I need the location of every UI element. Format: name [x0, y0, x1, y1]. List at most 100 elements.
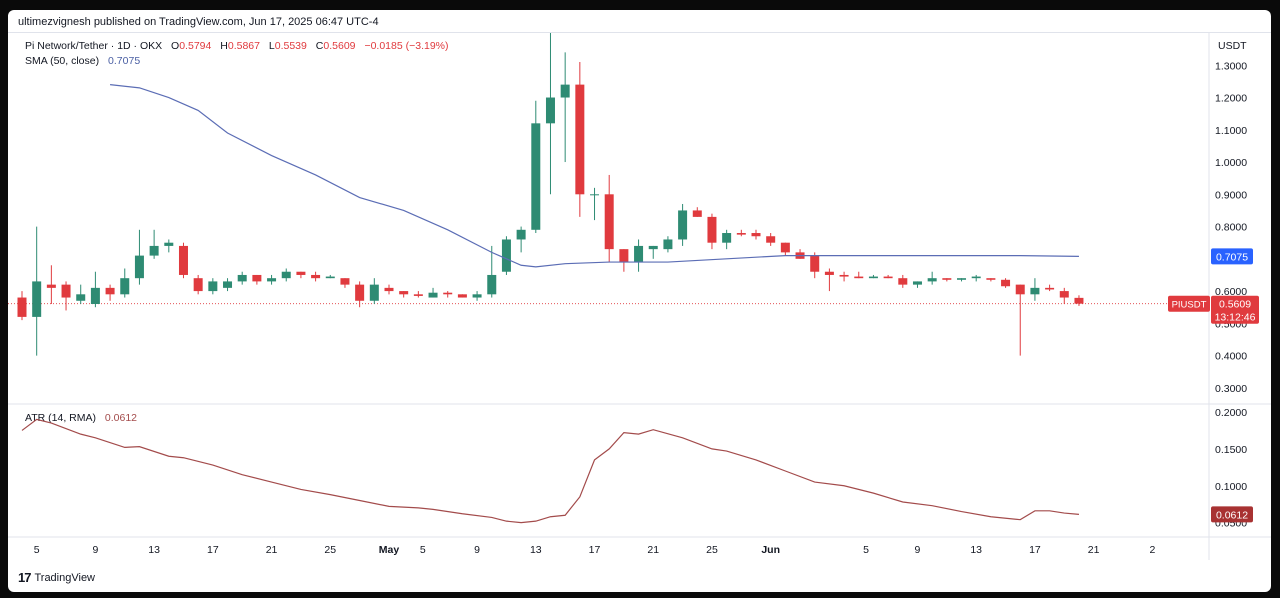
candle-body: [61, 284, 71, 298]
candle-body: [692, 210, 702, 217]
candle-body: [355, 284, 365, 301]
candle-body: [648, 245, 658, 250]
atr-tick-label: 0.1500: [1215, 444, 1247, 456]
price-tick-label: 1.3000: [1215, 60, 1247, 72]
time-tick-label: May: [379, 544, 400, 556]
time-tick-label: 17: [207, 544, 219, 556]
time-tick-label: 17: [1029, 544, 1041, 556]
price-tick-label: 0.8000: [1215, 222, 1247, 234]
candle-body: [17, 297, 27, 317]
candle-body: [501, 239, 511, 272]
candle-body: [1030, 287, 1040, 295]
close-value: 0.5609: [323, 40, 356, 52]
candle-body: [1059, 291, 1069, 298]
candle-body: [927, 278, 937, 282]
candle-body: [413, 294, 423, 296]
time-tick-label: 21: [647, 544, 659, 556]
high-label: H: [220, 40, 228, 52]
time-tick-label: 5: [420, 544, 426, 556]
candle-body: [942, 278, 952, 280]
time-tick-label: 9: [915, 544, 921, 556]
candle-body: [443, 292, 453, 295]
high-value: 0.5867: [227, 40, 260, 52]
candle-body: [472, 294, 482, 298]
candle-body: [149, 245, 159, 256]
candle-body: [986, 278, 996, 280]
candle-body: [252, 274, 262, 282]
candle-body: [32, 281, 42, 317]
candle-body: [736, 233, 746, 235]
candle-body: [384, 287, 394, 292]
candle-body: [120, 278, 130, 295]
candle-body: [707, 216, 717, 243]
price-tick-label: 1.0000: [1215, 157, 1247, 169]
time-tick-label: 25: [706, 544, 718, 556]
candle-body: [164, 242, 174, 246]
open-value: 0.5794: [179, 40, 212, 52]
candle-body: [237, 274, 247, 282]
time-tick-label: 13: [148, 544, 160, 556]
candle-body: [751, 233, 761, 237]
atr-value-tag: [1211, 506, 1253, 523]
candle-body: [839, 274, 849, 277]
publisher-line: ultimezvignesh published on TradingView.…: [18, 16, 379, 28]
candle-body: [76, 294, 86, 301]
candle-body: [780, 242, 790, 253]
candle-body: [208, 281, 218, 292]
price-tick-label: 0.4000: [1215, 351, 1247, 363]
candle-body: [912, 281, 922, 285]
last-price-tag-value: 0.5609: [1219, 299, 1251, 311]
candle-body: [178, 245, 188, 275]
price-tick-label: 0.3000: [1215, 383, 1247, 395]
candle-body: [590, 194, 600, 196]
candle-body: [325, 276, 335, 279]
candle-body: [957, 278, 967, 280]
candle-body: [487, 274, 497, 295]
currency-label[interactable]: USDT: [1218, 40, 1247, 52]
candle-body: [604, 194, 614, 250]
candle-body: [634, 245, 644, 263]
candle-body: [281, 271, 291, 279]
sma-legend[interactable]: SMA (50, close) 0.7075: [25, 55, 140, 67]
candle-body: [575, 84, 585, 195]
sma-price-tag-label: 0.7075: [1216, 251, 1248, 263]
candle-body: [854, 276, 864, 279]
symbol-price-tag-label: PIUSDT: [1172, 300, 1207, 311]
close-label: C: [315, 40, 324, 52]
symbol-price-tag: [1168, 295, 1210, 312]
tradingview-brand: TradingView: [34, 571, 96, 584]
tradingview-logo-icon: 17: [18, 570, 32, 585]
price-tick-label: 1.2000: [1215, 93, 1247, 105]
time-tick-label: 21: [266, 544, 278, 556]
low-value: 0.5539: [274, 40, 307, 52]
candle-body: [1001, 279, 1011, 287]
candle-body: [223, 281, 233, 288]
sma-line: [110, 84, 1079, 268]
candle-body: [1015, 284, 1025, 295]
sma-price-tag: [1211, 248, 1253, 265]
time-tick-label: 13: [970, 544, 982, 556]
open-label: O: [171, 40, 180, 52]
time-tick-label: 9: [474, 544, 480, 556]
last-price-tag: [1211, 295, 1259, 324]
candle-body: [296, 271, 306, 275]
candle-body: [883, 276, 893, 279]
time-tick-label: 9: [92, 544, 98, 556]
candle-body: [428, 292, 438, 298]
candle-body: [369, 284, 379, 301]
time-tick-label: 2: [1149, 544, 1155, 556]
symbol-name: Pi Network/Tether · 1D · OKX: [25, 40, 163, 52]
atr-tick-label: 0.2000: [1215, 407, 1247, 419]
time-tick-label: 13: [530, 544, 542, 556]
candle-body: [105, 287, 115, 295]
candle-body: [311, 274, 321, 279]
atr-value: 0.0612: [104, 412, 138, 424]
low-label: L: [268, 40, 275, 52]
tradingview-footer[interactable]: 17 TradingView: [18, 570, 95, 585]
candle-body: [560, 84, 570, 98]
time-tick-label: 5: [34, 544, 40, 556]
candle-body: [545, 97, 555, 124]
symbol-legend[interactable]: Pi Network/Tether · 1D · OKX O0.5794 H0.…: [25, 40, 449, 52]
candle-body: [90, 287, 100, 304]
